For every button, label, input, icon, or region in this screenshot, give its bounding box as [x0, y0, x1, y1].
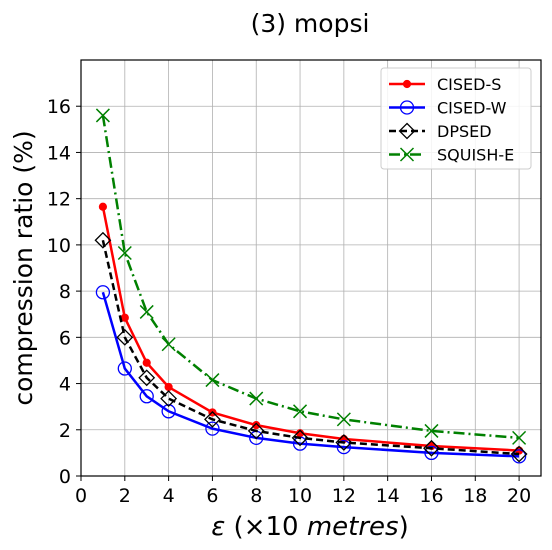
legend-item: SQUISH-E — [389, 146, 514, 165]
legend-item: CISED-W — [389, 99, 507, 118]
series-line — [101, 239, 520, 456]
series-squish-e — [95, 108, 527, 445]
data-point — [336, 439, 352, 455]
data-point — [335, 434, 353, 451]
data-point — [161, 404, 176, 419]
x-tick-label: 10 — [288, 485, 312, 507]
data-point — [95, 108, 110, 123]
legend: CISED-S CISED-W DPSED SQUISH-E — [380, 67, 532, 170]
series-cised-w — [95, 285, 527, 464]
y-tick-label: 2 — [59, 420, 71, 442]
data-point — [424, 423, 439, 438]
data-point — [161, 337, 176, 352]
legend-item: CISED-S — [389, 75, 501, 94]
x-axis-label-symbol: ε — [211, 512, 225, 542]
x-axis-label-close: ) — [399, 512, 409, 542]
x-tick-label: 18 — [463, 485, 487, 507]
x-axis-ticks: 0 2 4 6 8 10 12 14 16 18 20 — [75, 476, 531, 507]
legend-item: DPSED — [389, 122, 492, 141]
series-line — [101, 291, 520, 458]
plot-frame — [80, 59, 542, 477]
series-dpsed — [94, 231, 528, 463]
series-layer — [94, 108, 528, 464]
data-point — [142, 358, 151, 367]
data-point — [511, 449, 527, 464]
data-point — [423, 439, 440, 457]
x-tick-label: 20 — [507, 485, 531, 507]
data-point — [98, 202, 108, 211]
x-tick-label: 6 — [206, 485, 218, 507]
data-point — [291, 429, 309, 447]
legend-marker — [399, 100, 415, 115]
legend-label: CISED-W — [437, 99, 507, 118]
x-tick-label: 4 — [163, 485, 175, 507]
y-tick-label: 12 — [47, 189, 71, 211]
x-axis-label: ε (×10 metres) — [211, 512, 409, 542]
data-point — [249, 391, 264, 406]
series-line — [101, 115, 520, 440]
data-point — [510, 445, 528, 463]
legend-label: DPSED — [437, 122, 492, 141]
data-point — [117, 361, 132, 376]
y-tick-label: 6 — [59, 327, 71, 349]
data-point — [204, 410, 221, 428]
data-point — [138, 369, 156, 387]
x-tick-label: 8 — [250, 485, 262, 507]
y-tick-label: 4 — [59, 374, 71, 396]
data-point — [424, 445, 439, 461]
y-tick-label: 0 — [59, 466, 71, 488]
data-point — [205, 421, 220, 436]
data-point — [139, 304, 154, 319]
data-point — [160, 390, 178, 407]
legend-marker — [402, 79, 412, 89]
series-line — [101, 206, 520, 452]
data-point — [293, 404, 308, 419]
data-point — [139, 389, 154, 404]
x-tick-label: 14 — [376, 485, 400, 507]
data-point — [95, 285, 111, 300]
legend-label: CISED-S — [437, 75, 501, 94]
x-tick-label: 12 — [332, 485, 356, 507]
data-point — [120, 313, 129, 322]
x-tick-label: 16 — [419, 485, 443, 507]
data-point — [252, 421, 261, 430]
data-point — [94, 231, 112, 249]
y-axis-ticks: 0 2 4 6 8 10 12 14 16 — [47, 96, 81, 488]
legend-marker — [398, 122, 416, 140]
y-axis-label: compression ratio (%) — [9, 130, 38, 405]
data-point — [205, 373, 220, 388]
y-tick-label: 8 — [59, 281, 71, 303]
legend-marker — [399, 147, 415, 162]
y-tick-label: 14 — [47, 142, 71, 164]
data-point — [117, 245, 132, 261]
legend-label: SQUISH-E — [437, 146, 514, 165]
x-tick-label: 0 — [75, 485, 87, 507]
y-tick-label: 10 — [47, 235, 71, 257]
x-axis-label-text: (×10 — [225, 512, 307, 542]
data-point — [116, 328, 134, 346]
x-tick-label: 2 — [119, 485, 131, 507]
data-point — [336, 412, 351, 427]
data-point — [247, 422, 265, 440]
y-tick-label: 16 — [47, 96, 71, 118]
data-point — [164, 382, 173, 392]
legend-box — [380, 67, 532, 170]
data-point — [512, 430, 527, 445]
x-axis-label-unit: metres — [307, 512, 399, 542]
chart-title: (3) mopsi — [251, 9, 370, 38]
